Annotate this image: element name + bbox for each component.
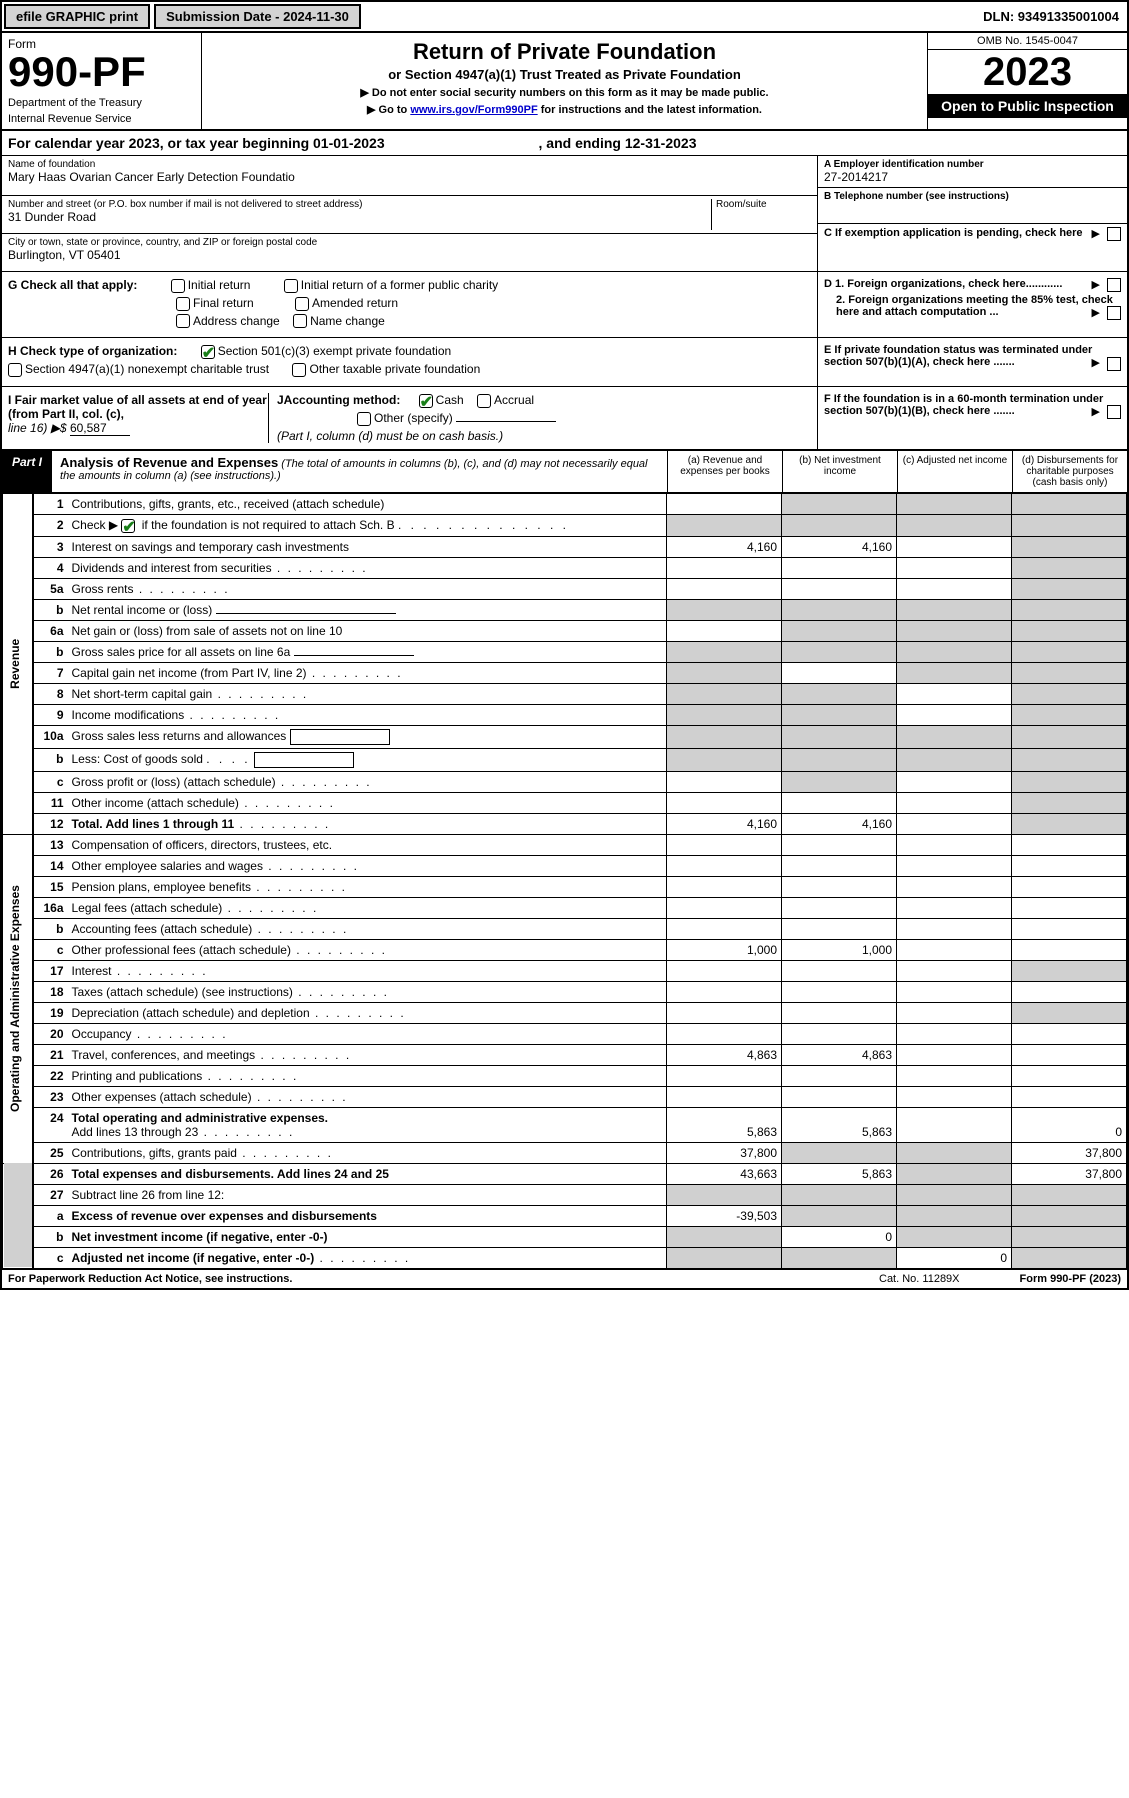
e-cb[interactable]: [1107, 357, 1121, 371]
cash-cb[interactable]: [419, 394, 433, 408]
part1-tag: Part I: [2, 451, 52, 492]
pending-checkbox[interactable]: [1107, 227, 1121, 241]
expenses-side: Operating and Administrative Expenses: [3, 834, 33, 1163]
form-note-1: ▶ Do not enter social security numbers o…: [212, 86, 917, 99]
form-title-block: Return of Private Foundation or Section …: [202, 33, 927, 129]
h-check-block: H Check type of organization: Section 50…: [2, 338, 817, 386]
col-b: (b) Net investment income: [782, 451, 897, 492]
form-number: 990-PF: [8, 51, 195, 93]
col-a: (a) Revenue and expenses per books: [667, 451, 782, 492]
efile-button[interactable]: efile GRAPHIC print: [4, 4, 150, 29]
form-id-block: Form 990-PF Department of the Treasury I…: [2, 33, 202, 129]
d1-cb[interactable]: [1107, 278, 1121, 292]
part1-header: Part I Analysis of Revenue and Expenses …: [2, 449, 1127, 493]
name-change-cb[interactable]: [293, 314, 307, 328]
f-cb[interactable]: [1107, 405, 1121, 419]
form-note-2: ▶ Go to www.irs.gov/Form990PF for instru…: [212, 103, 917, 116]
final-return-cb[interactable]: [176, 297, 190, 311]
page-footer: For Paperwork Reduction Act Notice, see …: [2, 1269, 1127, 1288]
phone-block: B Telephone number (see instructions): [818, 188, 1127, 224]
submission-date: Submission Date - 2024-11-30: [154, 4, 361, 29]
f-check-block: F If the foundation is in a 60-month ter…: [817, 387, 1127, 449]
form-subtitle: or Section 4947(a)(1) Trust Treated as P…: [212, 67, 917, 82]
ij-block: I Fair market value of all assets at end…: [2, 387, 817, 449]
d2-cb[interactable]: [1107, 306, 1121, 320]
omb: OMB No. 1545-0047: [928, 33, 1127, 50]
accrual-cb[interactable]: [477, 394, 491, 408]
tax-year: 2023: [928, 50, 1127, 94]
d-check-block: D 1. Foreign organizations, check here..…: [817, 272, 1127, 337]
address-change-cb[interactable]: [176, 314, 190, 328]
revenue-side: Revenue: [3, 493, 33, 834]
col-c: (c) Adjusted net income: [897, 451, 1012, 492]
form-link[interactable]: www.irs.gov/Form990PF: [410, 104, 537, 116]
g-check-block: G Check all that apply: Initial return I…: [2, 272, 817, 337]
pra-notice: For Paperwork Reduction Act Notice, see …: [8, 1273, 292, 1285]
initial-return-cb[interactable]: [171, 279, 185, 293]
pending-block: C If exemption application is pending, c…: [818, 224, 1127, 242]
ein-block: A Employer identification number 27-2014…: [818, 156, 1127, 188]
cat-no: Cat. No. 11289X: [879, 1273, 960, 1285]
calendar-year-row: For calendar year 2023, or tax year begi…: [2, 129, 1127, 155]
address-row: Number and street (or P.O. box number if…: [2, 196, 817, 234]
part1-desc: Analysis of Revenue and Expenses (The to…: [52, 451, 667, 492]
form-title: Return of Private Foundation: [212, 39, 917, 65]
room-suite-label: Room/suite: [716, 199, 811, 210]
inspection: Open to Public Inspection: [928, 94, 1127, 118]
e-check-block: E If private foundation status was termi…: [817, 338, 1127, 386]
analysis-table: Revenue 1Contributions, gifts, grants, e…: [2, 493, 1127, 1269]
form-ref: Form 990-PF (2023): [1020, 1273, 1121, 1285]
fmv-value: 60,587: [70, 421, 130, 436]
dept: Department of the Treasury: [8, 97, 195, 109]
other-method-cb[interactable]: [357, 412, 371, 426]
irs: Internal Revenue Service: [8, 113, 195, 125]
other-taxable-cb[interactable]: [292, 363, 306, 377]
amended-cb[interactable]: [295, 297, 309, 311]
city-row: City or town, state or province, country…: [2, 234, 817, 271]
4947a1-cb[interactable]: [8, 363, 22, 377]
toolbar: efile GRAPHIC print Submission Date - 20…: [0, 0, 1129, 33]
form-year-block: OMB No. 1545-0047 2023 Open to Public In…: [927, 33, 1127, 129]
foundation-name: Name of foundation Mary Haas Ovarian Can…: [2, 156, 817, 196]
schb-cb[interactable]: [121, 519, 135, 533]
col-d: (d) Disbursements for charitable purpose…: [1012, 451, 1127, 492]
dln: DLN: 93491335001004: [975, 6, 1127, 27]
initial-public-cb[interactable]: [284, 279, 298, 293]
501c3-cb[interactable]: [201, 345, 215, 359]
form-main: Form 990-PF Department of the Treasury I…: [0, 33, 1129, 1290]
